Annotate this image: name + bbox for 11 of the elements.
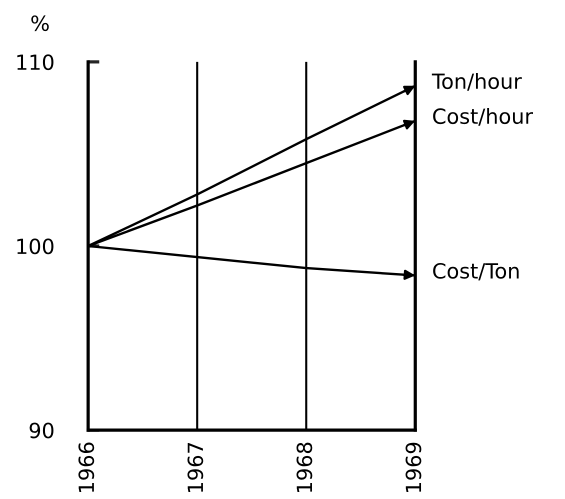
x-tick-label: 1969 bbox=[406, 442, 422, 492]
legend-label: Ton/hour bbox=[432, 72, 522, 91]
y-tick-label: 110 bbox=[17, 54, 54, 70]
x-tick-label: 1967 bbox=[187, 443, 204, 492]
y-tick-label: 90 bbox=[30, 422, 54, 438]
y-axis-title: % bbox=[31, 15, 49, 32]
legend-label: Cost/hour bbox=[433, 108, 533, 126]
y-tick-label: 100 bbox=[17, 238, 54, 254]
x-tick-label: 1966 bbox=[78, 442, 94, 492]
x-tick-label: 1968 bbox=[296, 442, 312, 492]
legend-label: Cost/Ton bbox=[433, 262, 519, 280]
